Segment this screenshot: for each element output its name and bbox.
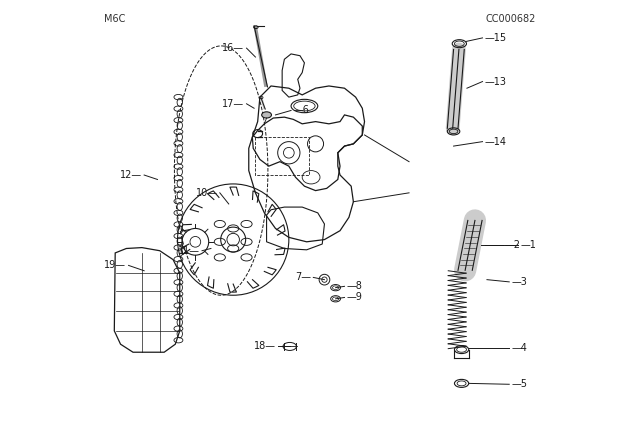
Text: 19—: 19— — [104, 260, 126, 271]
Text: —5: —5 — [511, 379, 527, 389]
Text: —1: —1 — [520, 241, 536, 250]
Text: —13: —13 — [484, 77, 507, 86]
Text: M6C: M6C — [104, 14, 125, 24]
Text: —9: —9 — [347, 293, 363, 302]
Text: 17—: 17— — [222, 99, 244, 109]
Text: 10—: 10— — [196, 188, 218, 198]
Text: —8: —8 — [347, 281, 363, 291]
Text: —15: —15 — [484, 33, 507, 43]
Text: —6: —6 — [293, 105, 309, 116]
Text: CC000682: CC000682 — [486, 14, 536, 24]
Text: —14: —14 — [484, 137, 507, 146]
Text: —2: —2 — [505, 241, 521, 250]
Text: 18—: 18— — [253, 341, 275, 351]
Text: —3: —3 — [511, 277, 527, 287]
Text: 12—: 12— — [120, 170, 142, 180]
Text: 7—: 7— — [295, 272, 311, 282]
Text: 16—: 16— — [222, 43, 244, 53]
Text: 11—: 11— — [178, 246, 200, 256]
Ellipse shape — [262, 112, 271, 118]
Text: —4: —4 — [511, 343, 527, 353]
